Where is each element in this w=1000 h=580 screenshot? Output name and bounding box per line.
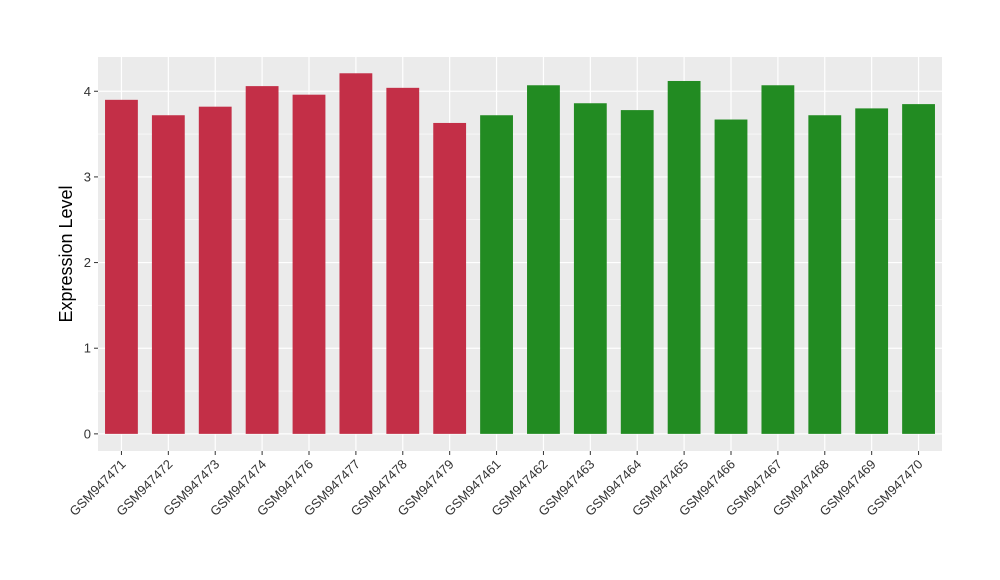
- bar-GSM947462: [527, 85, 560, 434]
- bar-GSM947476: [292, 94, 326, 434]
- bar-GSM947469: [855, 108, 889, 434]
- bar-GSM947470: [902, 104, 935, 434]
- bar-GSM947472: [151, 115, 185, 434]
- bar-GSM947479: [433, 122, 467, 434]
- bar-GSM947478: [386, 87, 420, 434]
- y-tick-label: 1: [84, 341, 91, 356]
- bar-GSM947468: [808, 115, 842, 434]
- bars: [105, 73, 935, 434]
- y-tick-label: 4: [84, 84, 91, 99]
- bar-GSM947474: [245, 86, 279, 434]
- bar-GSM947473: [198, 106, 232, 434]
- y-axis-title: Expression Level: [56, 185, 76, 322]
- bar-GSM947477: [339, 73, 373, 434]
- bar-GSM947471: [105, 99, 138, 434]
- bar-GSM947464: [620, 110, 654, 434]
- y-tick-label: 2: [84, 255, 91, 270]
- bar-GSM947466: [714, 119, 748, 434]
- bar-GSM947461: [480, 115, 513, 434]
- y-axis: 0 1 2 3 4: [84, 84, 98, 441]
- bar-GSM947463: [573, 103, 607, 434]
- x-axis: GSM947471GSM947472GSM947473GSM947474GSM9…: [66, 451, 926, 519]
- y-tick-label: 0: [84, 426, 91, 441]
- bar-GSM947465: [667, 80, 701, 434]
- y-tick-label: 3: [84, 169, 91, 184]
- bar-GSM947467: [761, 85, 795, 434]
- plot-panel: [98, 57, 942, 451]
